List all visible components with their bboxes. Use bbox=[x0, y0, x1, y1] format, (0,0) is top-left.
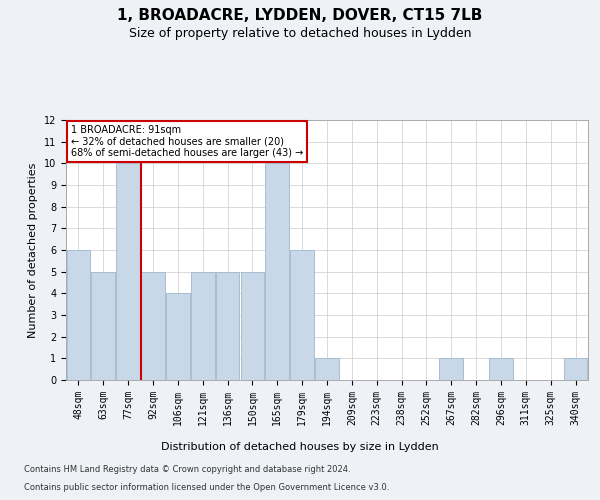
Y-axis label: Number of detached properties: Number of detached properties bbox=[28, 162, 38, 338]
Bar bbox=[141, 272, 165, 380]
Text: Size of property relative to detached houses in Lydden: Size of property relative to detached ho… bbox=[129, 28, 471, 40]
Bar bbox=[290, 250, 314, 380]
Bar bbox=[116, 164, 140, 380]
Bar bbox=[241, 272, 264, 380]
Bar bbox=[265, 164, 289, 380]
Bar bbox=[191, 272, 215, 380]
Bar bbox=[489, 358, 513, 380]
Bar bbox=[91, 272, 115, 380]
Text: Distribution of detached houses by size in Lydden: Distribution of detached houses by size … bbox=[161, 442, 439, 452]
Text: Contains HM Land Registry data © Crown copyright and database right 2024.: Contains HM Land Registry data © Crown c… bbox=[24, 465, 350, 474]
Text: Contains public sector information licensed under the Open Government Licence v3: Contains public sector information licen… bbox=[24, 482, 389, 492]
Bar bbox=[166, 294, 190, 380]
Text: 1 BROADACRE: 91sqm
← 32% of detached houses are smaller (20)
68% of semi-detache: 1 BROADACRE: 91sqm ← 32% of detached hou… bbox=[71, 125, 304, 158]
Bar bbox=[564, 358, 587, 380]
Bar bbox=[216, 272, 239, 380]
Bar bbox=[67, 250, 90, 380]
Text: 1, BROADACRE, LYDDEN, DOVER, CT15 7LB: 1, BROADACRE, LYDDEN, DOVER, CT15 7LB bbox=[118, 8, 482, 22]
Bar bbox=[439, 358, 463, 380]
Bar bbox=[315, 358, 339, 380]
